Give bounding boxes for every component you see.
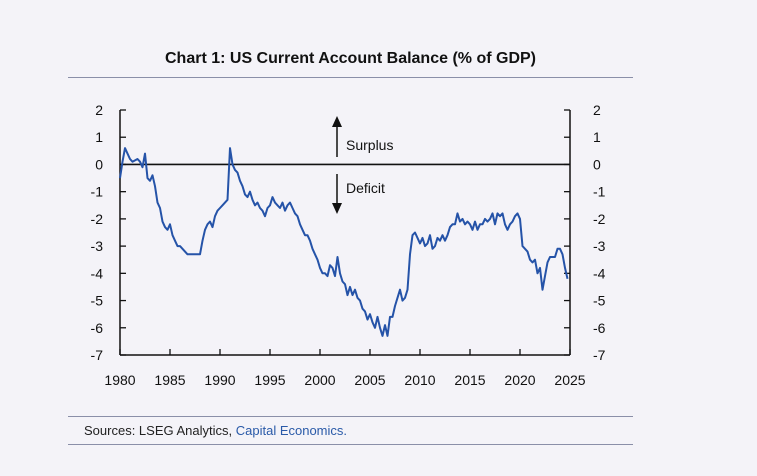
source-divider-top [68,416,633,417]
y-tick-label-right: -1 [593,184,606,200]
y-tick-label-right: 0 [593,156,601,172]
y-tick-label-right: -5 [593,293,606,309]
y-tick-label-left: -4 [91,265,104,281]
x-tick-label: 1985 [154,372,185,388]
source-link[interactable]: Capital Economics. [235,423,348,438]
series-line [119,147,569,337]
y-tick-label-left: -1 [91,184,104,200]
y-tick-label-right: 2 [593,102,601,118]
source-divider-bottom [68,444,633,445]
y-tick-label-right: -2 [593,211,606,227]
y-tick-label-left: 2 [95,102,103,118]
surplus-label: Surplus [346,137,393,153]
x-tick-label: 2025 [554,372,585,388]
y-tick-label-left: -2 [91,211,104,227]
x-tick-label: 2015 [454,372,485,388]
x-tick-label: 2020 [504,372,535,388]
source-note: Sources: LSEG Analytics, Capital Economi… [84,423,347,438]
surplus-arrow-head [332,116,342,127]
y-tick-label-left: 0 [95,156,103,172]
y-tick-label-right: -4 [593,265,606,281]
x-tick-label: 2000 [304,372,335,388]
y-tick-label-right: 1 [593,129,601,145]
top-divider [68,77,633,78]
y-tick-label-right: -3 [593,238,606,254]
source-text: Sources: LSEG Analytics, [84,423,236,438]
deficit-arrow-head [332,203,342,214]
y-tick-label-left: -5 [91,293,104,309]
y-tick-label-right: -7 [593,347,606,363]
y-tick-label-right: -6 [593,320,606,336]
y-tick-label-left: -3 [91,238,104,254]
y-tick-label-left: -6 [91,320,104,336]
x-tick-label: 2005 [354,372,385,388]
x-tick-label: 1980 [104,372,135,388]
deficit-label: Deficit [346,180,385,196]
x-tick-label: 1995 [254,372,285,388]
x-tick-label: 2010 [404,372,435,388]
x-tick-label: 1990 [204,372,235,388]
chart-title: Chart 1: US Current Account Balance (% o… [164,50,536,67]
y-tick-label-left: -7 [91,347,104,363]
y-tick-label-left: 1 [95,129,103,145]
